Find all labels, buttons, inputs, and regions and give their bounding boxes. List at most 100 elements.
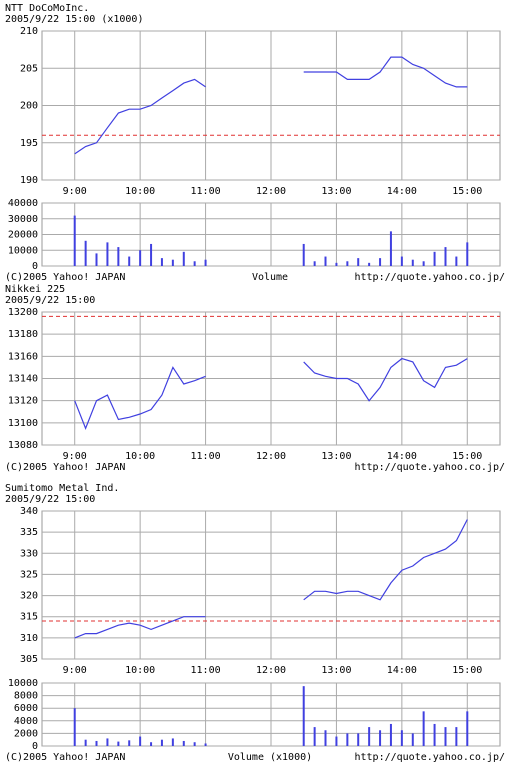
volume-bar (444, 247, 447, 266)
y-tick-label: 4000 (14, 716, 38, 727)
y-tick-label: 200 (20, 101, 38, 112)
volume-bar (346, 733, 349, 746)
source-url: http://quote.yahoo.co.jp/ (354, 462, 505, 473)
x-tick-label: 13:00 (321, 451, 351, 462)
source-url: http://quote.yahoo.co.jp/ (354, 752, 505, 763)
chart-title: Volume (x1000) (228, 752, 312, 763)
source-url: http://quote.yahoo.co.jp/ (354, 272, 505, 283)
volume-bar (357, 258, 360, 266)
chart-title: Nikkei 225 (5, 284, 65, 295)
y-tick-label: 13120 (8, 396, 38, 407)
x-tick-label: 12:00 (256, 186, 286, 197)
x-tick-label: 11:00 (191, 665, 221, 676)
x-tick-label: 11:00 (191, 451, 221, 462)
y-tick-label: 30000 (8, 214, 38, 225)
y-tick-label: 340 (20, 506, 38, 517)
volume-bar (346, 261, 349, 266)
x-tick-label: 15:00 (452, 451, 482, 462)
x-tick-label: 12:00 (256, 451, 286, 462)
y-tick-label: 325 (20, 569, 38, 580)
x-tick-label: 13:00 (321, 665, 351, 676)
x-tick-label: 9:00 (63, 186, 87, 197)
volume-bar (95, 740, 98, 746)
y-tick-label: 10000 (8, 678, 38, 689)
volume-bar (324, 730, 327, 746)
y-tick-label: 190 (20, 175, 38, 186)
chart-title: Sumitomo Metal Ind. (5, 483, 119, 494)
volume-bar (302, 243, 305, 266)
volume-bar (357, 733, 360, 746)
y-tick-label: 205 (20, 63, 38, 74)
volume-bar (160, 739, 163, 746)
volume-bar (422, 711, 425, 746)
y-tick-label: 40000 (8, 198, 38, 209)
volume-bar (335, 736, 338, 746)
volume-bar (171, 738, 174, 746)
volume-bar (313, 261, 316, 266)
volume-bar (117, 741, 120, 746)
x-tick-label: 15:00 (452, 665, 482, 676)
credit: (C)2005 Yahoo! JAPAN (5, 752, 125, 763)
volume-bar (411, 259, 414, 266)
volume-bar (139, 736, 142, 746)
volume-bar (379, 730, 382, 746)
volume-bar (139, 250, 142, 266)
y-tick-label: 335 (20, 527, 38, 538)
chart-title: NTT DoCoMoInc. (5, 3, 89, 14)
volume-bar (128, 740, 131, 746)
volume-bar (466, 242, 469, 266)
y-tick-label: 13080 (8, 440, 38, 451)
y-tick-label: 0 (32, 741, 38, 752)
volume-bar (389, 231, 392, 266)
x-tick-label: 14:00 (387, 451, 417, 462)
chart-subtitle: 2005/9/22 15:00 (x1000) (5, 14, 143, 25)
y-tick-label: 330 (20, 548, 38, 559)
x-tick-label: 10:00 (125, 451, 155, 462)
y-tick-label: 320 (20, 591, 38, 602)
volume-bar (128, 256, 131, 266)
volume-bar (73, 215, 76, 266)
price-line (74, 519, 468, 639)
volume-bar (313, 727, 316, 746)
volume-bar (150, 243, 153, 266)
volume-bar (400, 730, 403, 746)
volume-bar (368, 727, 371, 746)
volume-bar (117, 247, 120, 266)
y-tick-label: 210 (20, 26, 38, 37)
volume-bar (455, 256, 458, 266)
x-tick-label: 14:00 (387, 665, 417, 676)
volume-bar (444, 727, 447, 746)
x-tick-label: 13:00 (321, 186, 351, 197)
y-tick-label: 6000 (14, 703, 38, 714)
volume-bar (73, 708, 76, 746)
y-tick-label: 315 (20, 612, 38, 623)
volume-bar (302, 686, 305, 746)
y-tick-label: 13180 (8, 329, 38, 340)
credit: (C)2005 Yahoo! JAPAN (5, 272, 125, 283)
volume-bar (106, 242, 109, 266)
y-tick-label: 305 (20, 654, 38, 665)
y-tick-label: 310 (20, 633, 38, 644)
y-tick-label: 13100 (8, 418, 38, 429)
x-tick-label: 11:00 (191, 186, 221, 197)
x-tick-label: 12:00 (256, 665, 286, 676)
volume-bar (335, 262, 338, 266)
volume-bar (84, 240, 87, 266)
volume-bar (106, 738, 109, 746)
y-tick-label: 10000 (8, 245, 38, 256)
x-tick-label: 10:00 (125, 665, 155, 676)
volume-bar (379, 258, 382, 266)
volume-bar (433, 251, 436, 266)
chart-title: Volume (252, 272, 288, 283)
y-tick-label: 0 (32, 261, 38, 272)
volume-bar (193, 261, 196, 266)
volume-bar (95, 253, 98, 266)
y-tick-label: 8000 (14, 691, 38, 702)
volume-bar (204, 259, 207, 266)
x-tick-label: 14:00 (387, 186, 417, 197)
price-line (74, 56, 468, 155)
volume-bar (324, 256, 327, 266)
volume-bar (400, 256, 403, 266)
